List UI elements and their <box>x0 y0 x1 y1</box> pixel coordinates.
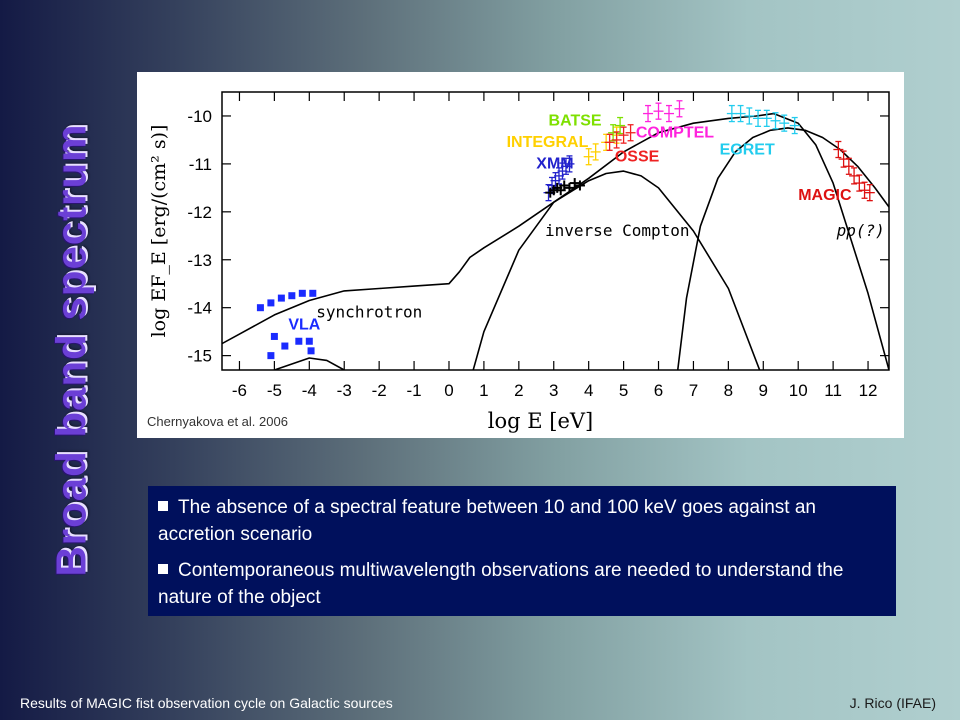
data-point <box>307 347 315 355</box>
data-point <box>309 289 317 297</box>
annotation-label: inverse Compton <box>545 221 690 240</box>
y-tick-label: -11 <box>189 155 212 174</box>
data-point <box>281 342 289 350</box>
x-tick-label: 10 <box>789 381 808 400</box>
annotation-label: OSSE <box>615 149 660 166</box>
x-tick-label: -4 <box>302 381 317 400</box>
sed-chart: -6 -5 -4 -3 -2 -1 0 1 2 3 4 5 6 7 8 9 10 11 12-15-14-13-12… <box>148 91 890 433</box>
y-axis-label: log EF_E [erg/(cm² s)] <box>148 125 170 338</box>
data-point <box>267 299 275 307</box>
bullet-text: The absence of a spectral feature betwee… <box>158 497 817 545</box>
annotation-label: VLA <box>288 316 320 333</box>
chart-citation: Chernyakova et al. 2006 <box>147 414 288 429</box>
x-tick-label: -2 <box>372 381 387 400</box>
annotation-label: synchrotron <box>316 302 422 321</box>
x-tick-label: 5 <box>619 381 628 400</box>
bullet-square-icon <box>158 564 168 574</box>
bullet-box: The absence of a spectral feature betwee… <box>148 486 896 616</box>
bullet-item: The absence of a spectral feature betwee… <box>158 494 886 548</box>
annotation-label: INTEGRAL <box>507 134 589 151</box>
x-tick-label: 9 <box>759 381 768 400</box>
data-point <box>267 352 275 360</box>
x-tick-label: 7 <box>689 381 698 400</box>
x-tick-label: 1 <box>479 381 488 400</box>
y-tick-label: -12 <box>187 203 212 222</box>
data-points <box>256 100 875 360</box>
x-tick-label: 11 <box>824 381 842 400</box>
x-tick-label: 8 <box>724 381 733 400</box>
data-point <box>288 292 296 300</box>
x-tick-label: 3 <box>549 381 558 400</box>
x-tick-label: -5 <box>267 381 282 400</box>
footer-right: J. Rico (IFAE) <box>849 695 936 711</box>
slide-title-text: Broad band spectrum <box>48 123 96 577</box>
data-point <box>277 294 285 302</box>
x-tick-label: 2 <box>514 381 523 400</box>
plot-frame <box>221 91 890 371</box>
annotation-label: XMM <box>536 156 573 173</box>
annotation-label: EGRET <box>720 141 775 158</box>
annotation-label: MAGIC <box>798 187 852 204</box>
model-curve <box>676 127 889 370</box>
bullet-item: Contemporaneous multiwavelength observat… <box>158 557 886 611</box>
annotation-label: COMPTEL <box>636 125 714 142</box>
y-tick-label: -14 <box>187 299 212 318</box>
sed-chart-panel: -6 -5 -4 -3 -2 -1 0 1 2 3 4 5 6 7 8 9 10 11 12 -15 -14 -13 -12… <box>137 72 904 438</box>
model-curve <box>272 170 761 370</box>
y-tick-label: -10 <box>187 107 212 126</box>
x-tick-label: 6 <box>654 381 663 400</box>
x-tick-label: 0 <box>444 381 453 400</box>
y-tick-label: -15 <box>187 347 212 366</box>
y-tick-label: -13 <box>187 251 212 270</box>
data-point <box>298 289 306 297</box>
annotation-label: BATSE <box>549 113 602 130</box>
model-curve <box>222 112 889 370</box>
bullet-square-icon <box>158 501 168 511</box>
x-tick-label: -6 <box>232 381 247 400</box>
footer-left: Results of MAGIC fist observation cycle … <box>20 695 393 711</box>
annotation-label: pp(?) <box>836 221 885 240</box>
x-tick-label: -1 <box>407 381 422 400</box>
data-point <box>270 332 278 340</box>
bullet-text: Contemporaneous multiwavelength observat… <box>158 560 844 608</box>
data-point <box>305 337 313 345</box>
data-point <box>256 304 264 312</box>
x-tick-label: 12 <box>859 381 878 400</box>
x-tick-label: -3 <box>337 381 352 400</box>
data-point <box>295 337 303 345</box>
x-tick-label: 4 <box>584 381 593 400</box>
x-axis-label: log E [eV] <box>488 409 593 433</box>
slide-title: Broad band spectrum <box>47 75 97 625</box>
model-curves <box>222 112 889 370</box>
